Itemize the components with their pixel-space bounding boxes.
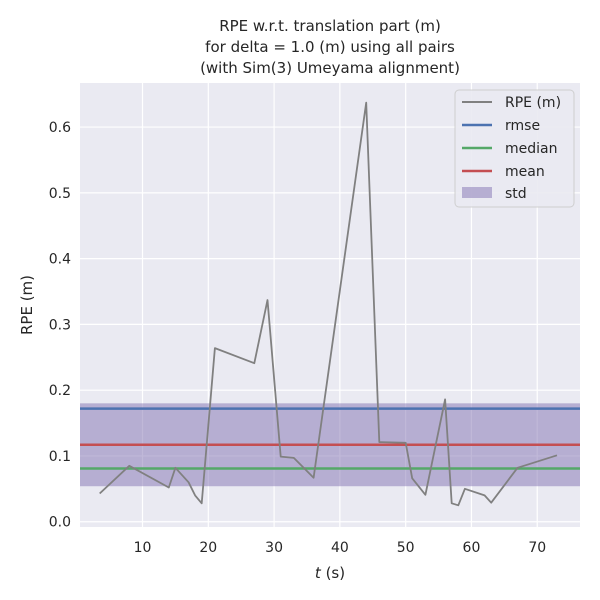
- legend-label-median: median: [505, 141, 557, 157]
- legend-box: [454, 89, 575, 208]
- rpe-series-line: [99, 101, 558, 507]
- legend-label-rmse: rmse: [505, 118, 540, 134]
- x-tick-label: 60: [463, 540, 481, 556]
- legend-label-mean: mean: [505, 164, 545, 180]
- legend: RPE (m) rmse median mean std: [454, 89, 575, 208]
- y-tick-label: 0.6: [49, 120, 71, 136]
- y-axis-label: RPE (m): [18, 275, 36, 335]
- x-tick-label: 10: [134, 540, 152, 556]
- y-tick-label: 0.0: [49, 515, 71, 531]
- legend-swatch-std: [462, 187, 492, 198]
- y-tick-label: 0.2: [49, 383, 71, 399]
- x-tick-labels: 10 20 30 40 50 60 70: [134, 540, 547, 556]
- y-tick-labels: 0.0 0.1 0.2 0.3 0.4 0.5 0.6: [49, 120, 71, 531]
- x-tick-label: 30: [265, 540, 283, 556]
- y-tick-label: 0.4: [49, 252, 71, 268]
- legend-label-std: std: [505, 186, 527, 202]
- x-axis-label-unit: (s): [321, 564, 345, 582]
- stat-lines-layer: [80, 407, 580, 470]
- series-layer: [99, 101, 558, 507]
- x-tick-label: 50: [397, 540, 415, 556]
- x-tick-label: 20: [199, 540, 217, 556]
- y-tick-label: 0.5: [49, 186, 71, 202]
- x-tick-label: 40: [331, 540, 349, 556]
- chart-title-line-3: (with Sim(3) Umeyama alignment): [200, 59, 460, 77]
- chart-title-line-1: RPE w.r.t. translation part (m): [219, 17, 441, 35]
- legend-label-rpe: RPE (m): [505, 95, 561, 111]
- x-axis-label-variable: t: [315, 564, 322, 582]
- x-axis-label: t (s): [315, 564, 345, 582]
- y-tick-label: 0.3: [49, 317, 71, 333]
- y-tick-label: 0.1: [49, 449, 71, 465]
- chart-title-line-2: for delta = 1.0 (m) using all pairs: [205, 38, 455, 56]
- x-tick-label: 70: [528, 540, 546, 556]
